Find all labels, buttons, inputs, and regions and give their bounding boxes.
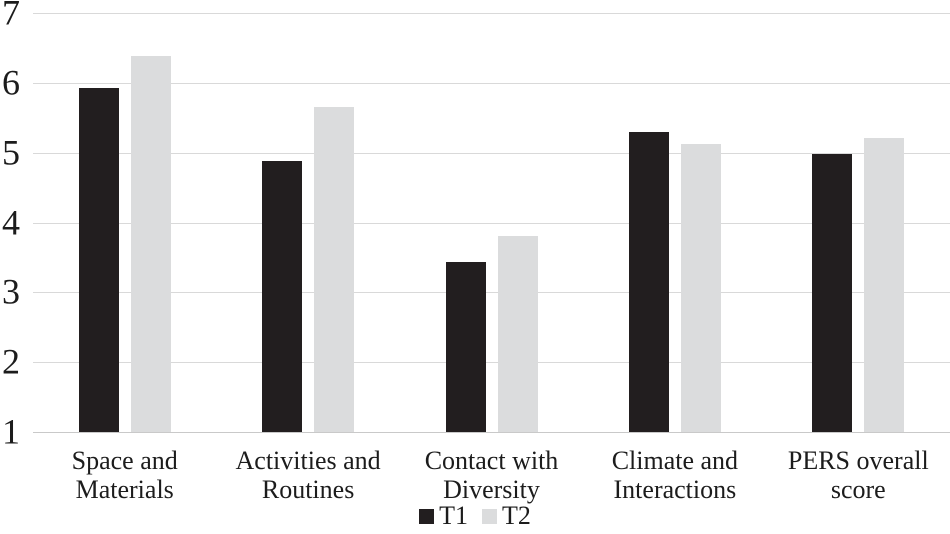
y-tick-label-1: 1 bbox=[2, 411, 20, 452]
legend-swatch-t2-icon bbox=[482, 508, 497, 524]
legend-item-t1: T1 bbox=[419, 503, 468, 529]
bar-t1-category-5 bbox=[812, 154, 853, 432]
legend-item-t2: T2 bbox=[482, 503, 531, 529]
bar-t2-category-2 bbox=[314, 106, 355, 432]
legend-swatch-t1-icon bbox=[419, 508, 435, 524]
category-label-4: Climate and Interactions bbox=[611, 446, 739, 504]
gridline-7 bbox=[33, 13, 950, 14]
legend-label-t1: T1 bbox=[439, 501, 468, 530]
category-label-1: Space and Materials bbox=[71, 446, 178, 504]
bar-t1-category-1 bbox=[78, 88, 119, 432]
bar-t2-category-5 bbox=[864, 138, 905, 432]
category-label-3: Contact with Diversity bbox=[424, 446, 559, 504]
bar-t2-category-3 bbox=[497, 236, 538, 432]
gridline-5 bbox=[33, 152, 950, 154]
x-axis-line bbox=[33, 432, 950, 433]
gridline-6 bbox=[33, 82, 950, 84]
legend: T1 T2 bbox=[0, 503, 950, 529]
bar-t1-category-3 bbox=[445, 261, 486, 432]
legend-label-t2: T2 bbox=[502, 501, 531, 530]
y-tick-label-6: 6 bbox=[2, 62, 20, 103]
y-tick-label-5: 5 bbox=[2, 131, 20, 172]
gridline-4 bbox=[33, 222, 950, 224]
bar-t1-category-4 bbox=[628, 132, 669, 432]
bar-t2-category-1 bbox=[130, 55, 171, 432]
y-tick-label-7: 7 bbox=[2, 0, 20, 33]
bar-t2-category-4 bbox=[680, 144, 721, 432]
bar-t1-category-2 bbox=[262, 161, 303, 432]
y-tick-label-3: 3 bbox=[2, 271, 20, 312]
y-tick-label-2: 2 bbox=[2, 341, 20, 382]
gridline-3 bbox=[33, 292, 950, 294]
y-tick-label-4: 4 bbox=[2, 201, 20, 242]
category-label-5: PERS overall score bbox=[787, 446, 929, 504]
gridline-2 bbox=[33, 362, 950, 364]
category-label-2: Activities and Routines bbox=[235, 446, 381, 504]
